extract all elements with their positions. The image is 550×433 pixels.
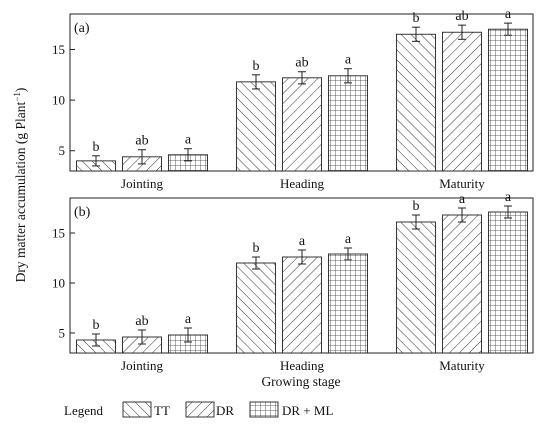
y-tick-label: 5 (59, 326, 66, 341)
panel-b: 5 10 15 (b) Jointing Heading Maturity b b b ab a a a a… (52, 190, 534, 373)
y-tick-label: 5 (59, 143, 66, 158)
legend: Legend TT DR DR + ML (64, 401, 333, 418)
error-bar (138, 329, 146, 345)
significance-letter: b (413, 11, 420, 26)
significance-letter: a (345, 53, 352, 68)
error-bar (412, 26, 420, 42)
significance-letter: b (253, 59, 260, 74)
significance-letter: a (185, 133, 192, 148)
legend-swatch-dr (185, 401, 215, 418)
error-bar (252, 256, 260, 270)
panel-a: 5 10 15 (a) Jointing Heading Maturity b b b ab ab ab… (52, 7, 534, 191)
y-axis-title: Dry matter accumulation (g Plant−1) (12, 88, 28, 283)
legend-swatch-tt (122, 401, 152, 418)
error-bar (458, 24, 466, 40)
significance-letter: ab (135, 134, 148, 149)
significance-letter: a (345, 232, 352, 247)
x-category-label: Jointing (121, 176, 163, 191)
significance-letter: ab (135, 314, 148, 329)
error-bar (298, 71, 306, 85)
x-axis-title: Growing stage (261, 374, 340, 389)
error-bar (92, 333, 100, 347)
error-bar (412, 214, 420, 230)
bar-drml (488, 28, 528, 172)
significance-letter: ab (295, 56, 308, 71)
x-category-label: Maturity (439, 176, 485, 191)
bar-tt (396, 221, 436, 354)
y-tick-label: 10 (52, 93, 65, 108)
legend-label-tt: TT (154, 403, 170, 418)
significance-letter: a (299, 234, 306, 249)
bar-dr (442, 31, 482, 172)
error-bar (298, 249, 306, 265)
error-bar (458, 207, 466, 223)
bar-dr (282, 77, 322, 172)
bar-drml (328, 253, 368, 354)
y-tick-label: 15 (52, 42, 65, 57)
error-bar (138, 149, 146, 165)
error-bar (252, 74, 260, 90)
bar-tt (396, 33, 436, 172)
bar-dr (282, 256, 322, 354)
y-tick-label: 10 (52, 276, 65, 291)
legend-label-drml: DR + ML (282, 403, 333, 418)
error-bar (184, 327, 192, 343)
error-bar (504, 22, 512, 36)
bar-dr (442, 214, 482, 354)
significance-letter: a (505, 190, 512, 205)
legend-swatch-drml (249, 401, 279, 418)
significance-letter: a (459, 192, 466, 207)
significance-letter: b (253, 241, 260, 256)
y-tick-label: 15 (52, 226, 65, 241)
y-axis-title-close: ) (13, 88, 28, 93)
bar-drml (328, 75, 368, 172)
bar-drml (488, 211, 528, 354)
significance-letter: b (93, 140, 100, 155)
significance-letter: a (185, 312, 192, 327)
error-bar (344, 68, 352, 84)
significance-letter: b (413, 199, 420, 214)
error-bar (504, 205, 512, 219)
y-axis-title-superscript: −1 (12, 92, 22, 102)
x-category-label: Jointing (121, 358, 163, 373)
significance-letter: ab (455, 9, 468, 24)
legend-label-dr: DR (216, 403, 234, 418)
error-bar (184, 148, 192, 162)
error-bar (344, 247, 352, 261)
y-axis-title-text: Dry matter accumulation (g Plant (13, 101, 28, 282)
x-category-label: Heading (280, 176, 325, 191)
bar-tt (236, 81, 276, 172)
panel-label: (a) (74, 21, 90, 36)
panel-label: (b) (74, 205, 91, 220)
x-category-label: Maturity (439, 358, 485, 373)
legend-title: Legend (64, 403, 103, 418)
error-bar (92, 155, 100, 167)
significance-letter: b (93, 318, 100, 333)
bar-tt (236, 262, 276, 354)
significance-letter: a (505, 7, 512, 22)
x-category-label: Heading (280, 358, 325, 373)
